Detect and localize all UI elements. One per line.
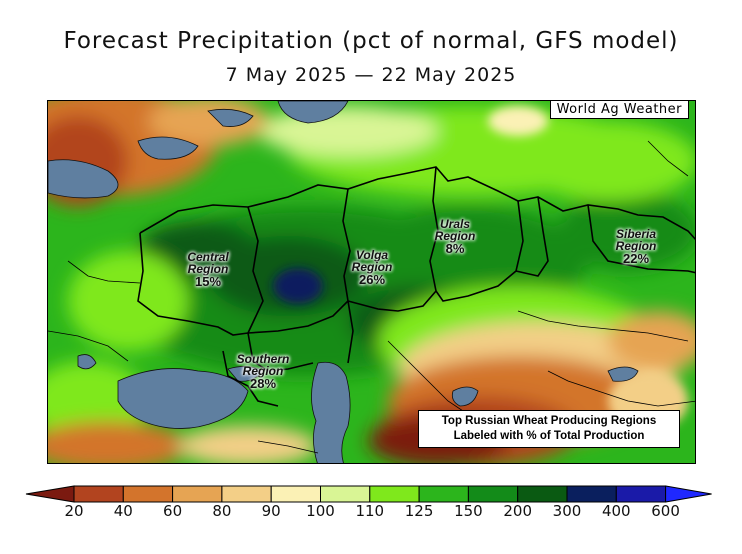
legend-swatch [467,485,519,503]
region-pct: 22% [622,251,650,266]
region-pct: 26% [358,272,386,287]
note-line1: Top Russian Wheat Producing Regions [441,415,657,427]
legend-tick-label: 600 [651,502,680,520]
note-line2: Labeled with % of Total Production [453,430,645,442]
legend-tick-label: 300 [552,502,582,520]
legend-high-arrow [665,485,712,503]
legend-swatch [172,485,223,503]
legend-tick-label: 60 [163,502,183,520]
region-label-southern: Southern Region 28% [227,353,299,390]
legend-swatch [566,485,617,503]
region-name-line2: Region [351,260,393,274]
legend-tick-label: 40 [113,502,133,520]
legend-swatch [369,485,420,503]
legend-swatch [221,485,272,503]
legend-tick-label: 200 [503,502,532,520]
legend-swatch [418,485,469,503]
region-name-line2: Region [187,262,229,276]
region-name-line2: Region [242,364,284,378]
precipitation-map: World Ag Weather Central Region 15% Volg… [47,100,696,464]
region-pct: 15% [194,274,222,289]
region-pct: 28% [249,376,277,391]
map-subtitle: 7 May 2025 — 22 May 2025 [225,64,517,86]
credit-label: World Ag Weather [549,101,689,119]
region-name-line1: Southern [236,352,290,366]
map-title: Forecast Precipitation (pct of normal, G… [63,28,679,54]
region-label-central: Central Region 15% [176,251,240,288]
legend-tick-label: 400 [601,502,631,520]
legend-tick-label: 125 [404,502,434,520]
region-name-line1: Volga [355,248,389,262]
color-legend-bar [25,485,712,503]
region-name-line1: Urals [439,217,471,231]
legend-tick-label: 100 [306,502,335,520]
region-name-line2: Region [434,229,476,243]
legend-tick-label: 110 [355,502,385,520]
map-graphic [48,101,695,463]
legend-swatch [517,485,568,503]
region-name-line2: Region [615,239,657,253]
region-pct: 8% [445,241,465,256]
legend-low-arrow [25,485,75,503]
legend-swatch [320,485,371,503]
region-name-line1: Central [187,250,229,264]
region-label-volga: Volga Region 26% [340,249,404,286]
region-name-line1: Siberia [615,227,657,241]
legend-tick-label: 20 [64,502,84,520]
wheat-regions-note: Top Russian Wheat Producing Regions Labe… [418,410,680,448]
legend-tick-label: 80 [212,502,232,520]
region-label-urals: Urals Region 8% [423,218,487,255]
legend-swatch [615,485,667,503]
region-label-siberia: Siberia Region 22% [604,228,668,265]
legend-swatch [73,485,124,503]
legend-swatch [122,485,174,503]
legend-swatch [270,485,321,503]
legend-tick-label: 150 [454,502,483,520]
legend-tick-label: 90 [261,502,281,520]
